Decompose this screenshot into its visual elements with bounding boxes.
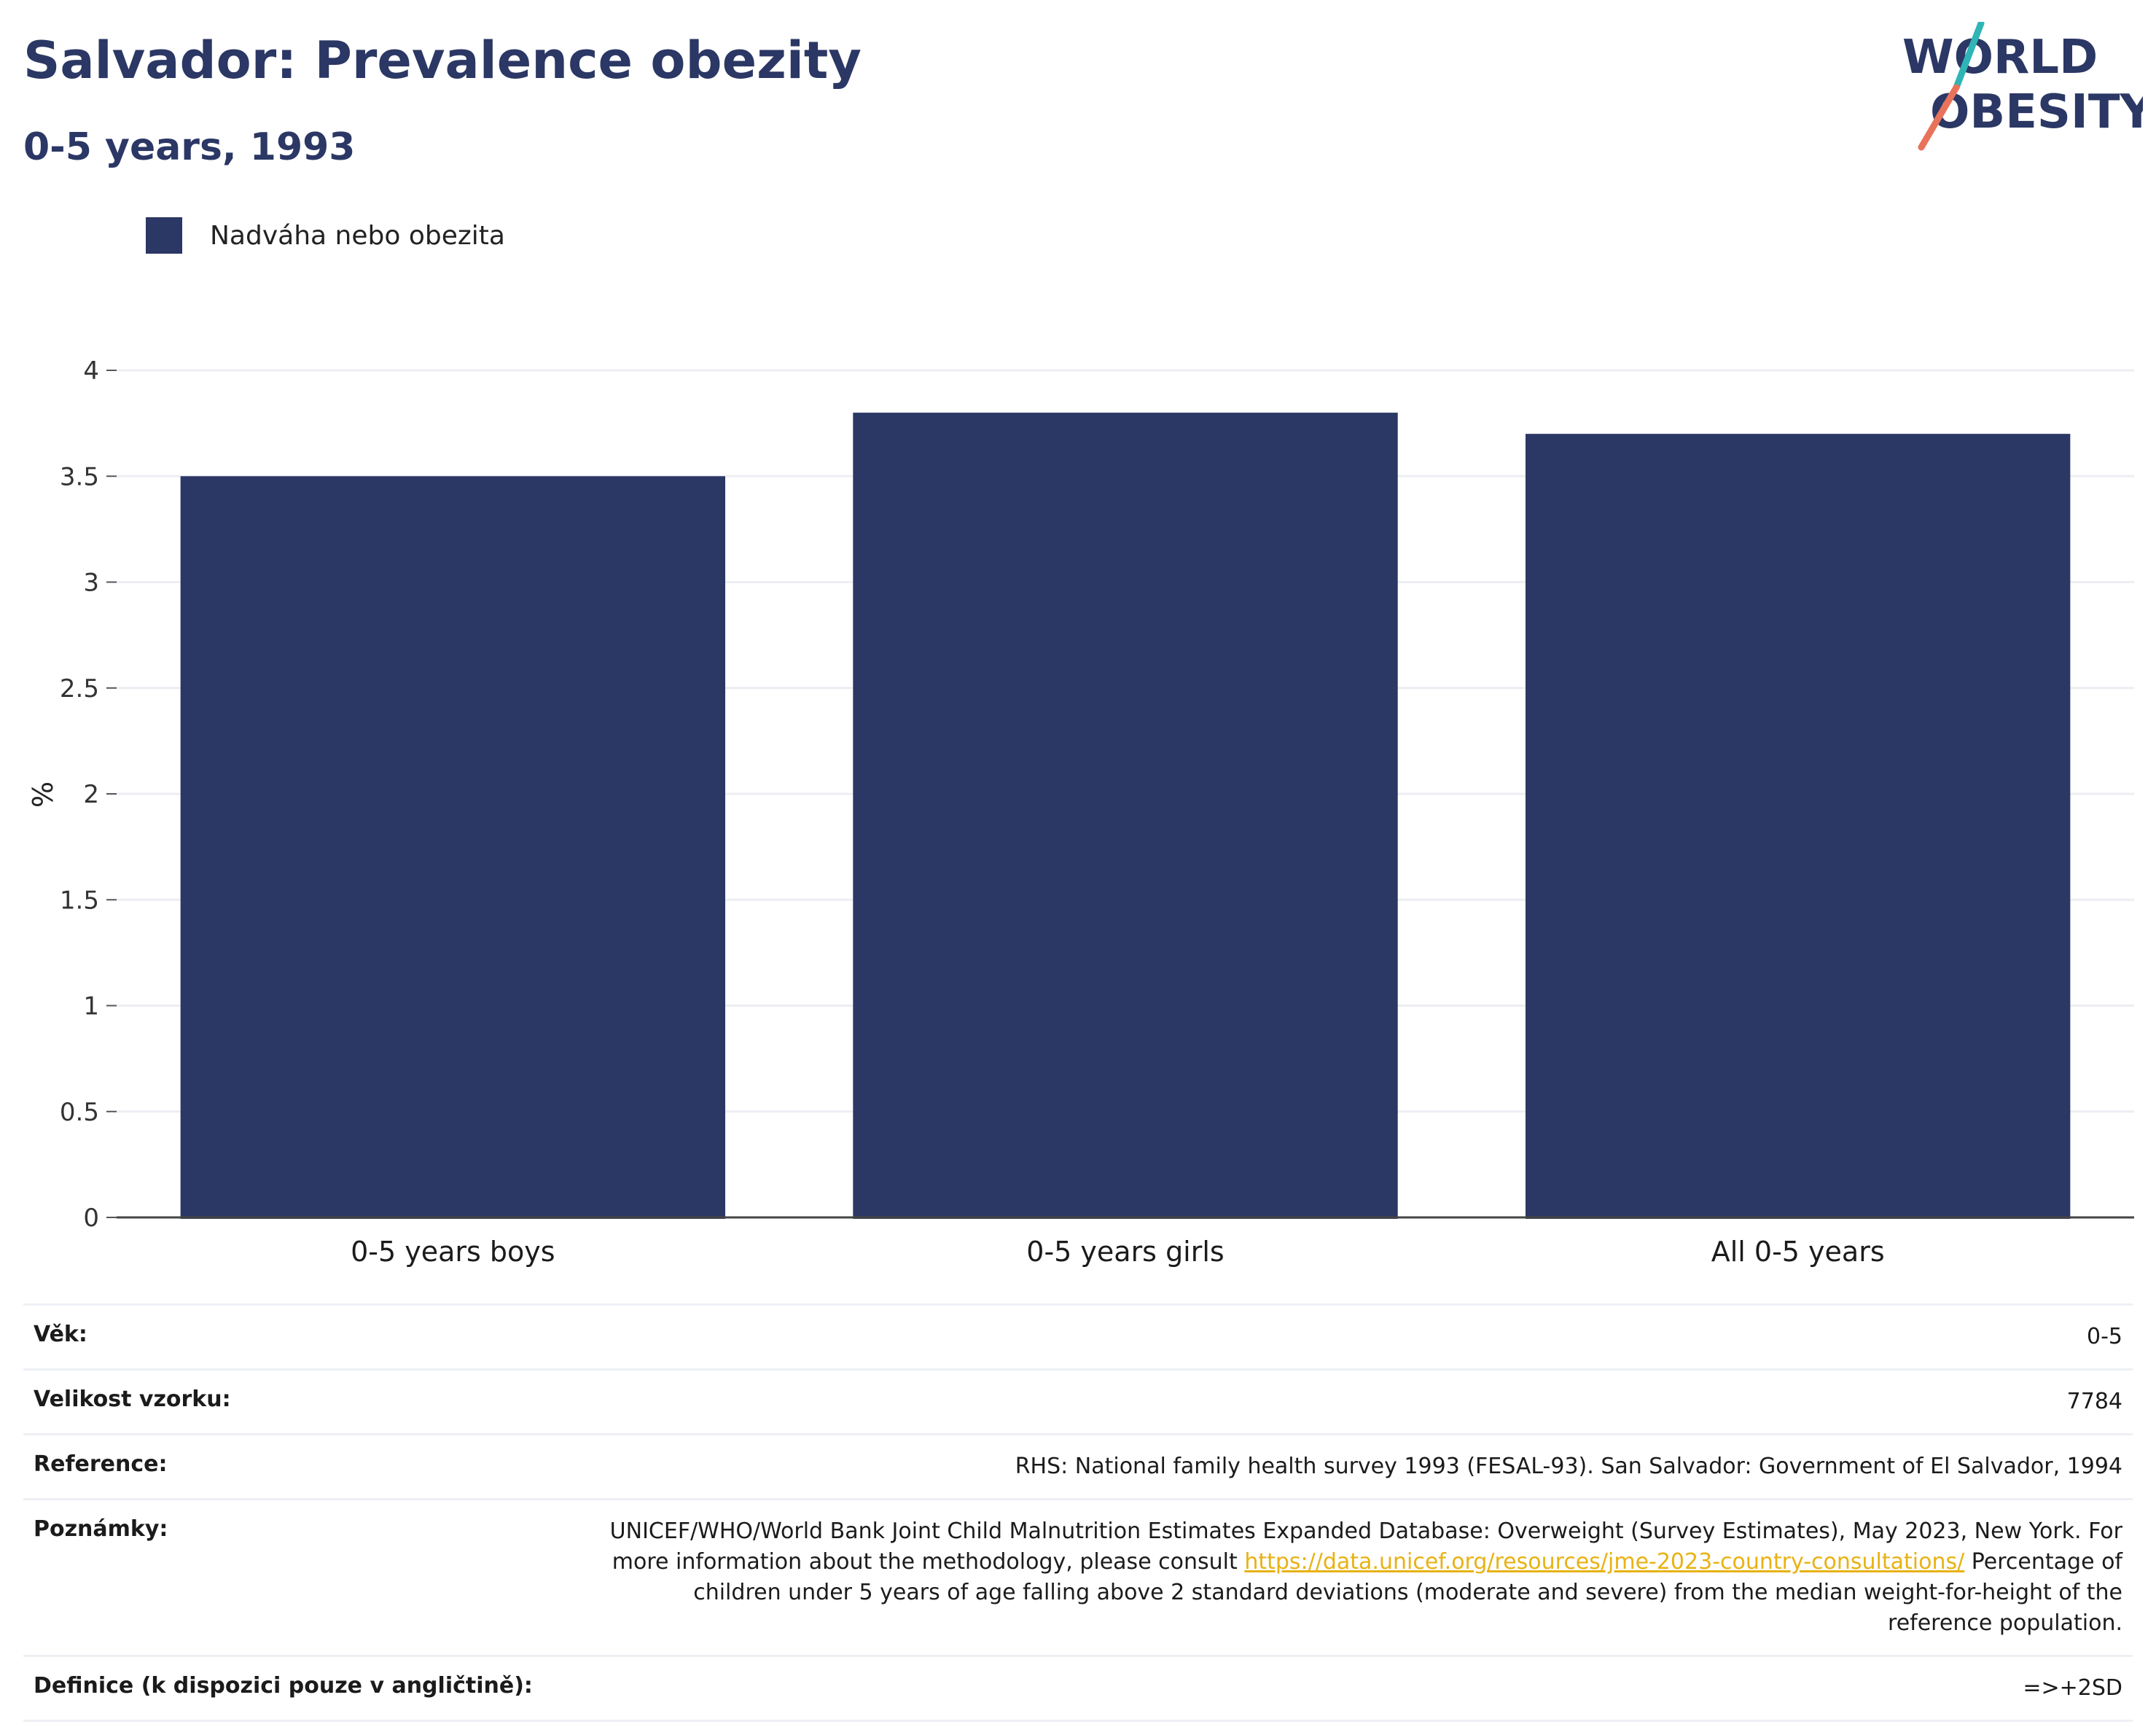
info-row-sample-size: Velikost vzorku: 7784	[23, 1371, 2133, 1435]
y-axis-title: %	[27, 781, 59, 808]
age-label: Věk:	[34, 1322, 87, 1347]
x-axis: 0-5 years boys 0-5 years girls All 0-5 yea…	[117, 1216, 2134, 1268]
logo-word-1: WORLD	[1902, 31, 2098, 85]
page-title: Salvador: Prevalence obezity	[23, 31, 862, 90]
info-table: Věk: 0-5 Velikost vzorku: 7784 Reference…	[23, 1303, 2133, 1722]
legend-swatch	[146, 217, 182, 254]
y-tick-label: 2	[83, 780, 99, 809]
bar-chart: 00.511.522.533.54 0-5 years boys 0-5 year…	[27, 356, 2134, 1268]
definition-label: Definice (k dispozici pouze v angličtině…	[34, 1673, 533, 1699]
x-category-label: 0-5 years boys	[351, 1236, 555, 1268]
x-category-label: 0-5 years girls	[1026, 1236, 1224, 1268]
logo-word-2: OBESITY	[1930, 85, 2143, 139]
info-row-reference: Reference: RHS: National family health s…	[23, 1435, 2133, 1500]
y-axis: 0 0.5 1 1.5 2 2.5 3 3.5 4	[60, 356, 117, 1233]
y-tick-label: 1	[83, 992, 99, 1021]
y-tick-label: 2.5	[60, 674, 99, 703]
bar-3	[1525, 434, 2071, 1219]
world-obesity-logo: WORLD OBESITY	[1902, 22, 2143, 151]
info-row-notes: Poznámky: UNICEF/WHO/World Bank Joint Ch…	[23, 1500, 2133, 1657]
page-subtitle: 0-5 years, 1993	[23, 125, 356, 169]
y-tick-label: 3.5	[60, 462, 99, 491]
chart-bars	[180, 413, 2071, 1219]
sample-size-label: Velikost vzorku:	[34, 1387, 231, 1412]
bar-2	[853, 413, 1398, 1219]
methodology-link[interactable]: https://data.unicef.org/resources/jme-20…	[1244, 1549, 1965, 1575]
notes-text-2: Percentage of children under 5 years of …	[693, 1549, 2122, 1636]
age-value: 0-5	[2087, 1324, 2122, 1349]
reference-label: Reference:	[34, 1451, 168, 1477]
x-category-label: All 0-5 years	[1711, 1236, 1885, 1268]
logo-coral-slash	[1918, 84, 1960, 151]
chart-legend[interactable]: Nadváha nebo obezita	[146, 217, 505, 254]
logo-teal-slash	[1953, 22, 1985, 91]
definition-value: =>+2SD	[2023, 1675, 2122, 1701]
notes-value: UNICEF/WHO/World Bank Joint Child Malnut…	[592, 1516, 2122, 1639]
sample-size-value: 7784	[2066, 1389, 2122, 1414]
legend-label: Nadváha nebo obezita	[210, 220, 505, 251]
y-tick-label: 0.5	[60, 1098, 99, 1127]
notes-label: Poznámky:	[34, 1516, 168, 1542]
info-row-age: Věk: 0-5	[23, 1306, 2133, 1371]
y-tick-label: 3	[83, 569, 99, 598]
notes-text-1: UNICEF/WHO/World Bank Joint Child Malnut…	[609, 1518, 2122, 1575]
y-tick-label: 0	[83, 1204, 99, 1233]
y-tick-label: 4	[83, 356, 99, 386]
info-row-definition: Definice (k dispozici pouze v angličtině…	[23, 1657, 2133, 1722]
reference-value: RHS: National family health survey 1993 …	[1015, 1454, 2122, 1479]
bar-1	[180, 476, 726, 1219]
y-tick-label: 1.5	[60, 886, 99, 915]
